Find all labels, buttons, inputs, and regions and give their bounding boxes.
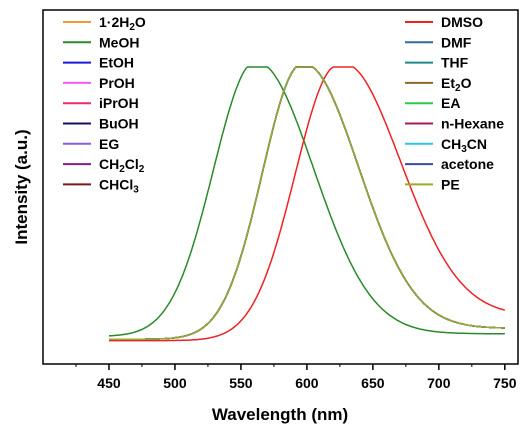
legend-label-12: Et2O [441,75,472,94]
x-tick-label-3: 600 [295,375,319,391]
legend-label-6: EG [99,136,119,152]
x-axis-ticks: 450 500 550 600 650 700 750 [75,364,517,391]
legend-label-9: DMSO [441,14,483,30]
series-line-9 [109,66,506,342]
legend-label-13: EA [441,95,460,111]
series-curves [108,66,506,342]
x-tick-label-4: 650 [361,375,385,391]
legend-label-15: CH3CN [441,136,487,155]
x-tick-label-6: 750 [493,375,517,391]
legend-label-1: MeOH [99,34,139,50]
x-tick-label-1: 500 [163,375,187,391]
legend-label-14: n-Hexane [441,116,504,132]
legend-label-0: 1·2H2O [99,14,146,33]
x-tick-label-5: 700 [427,375,451,391]
legend-label-3: PrOH [99,75,135,91]
x-axis-title: Wavelength (nm) [212,405,348,424]
legend-label-17: PE [441,176,460,192]
x-tick-label-0: 450 [97,375,121,391]
legend-label-2: EtOH [99,55,134,71]
plot-frame [42,9,519,365]
legend-label-5: BuOH [99,116,139,132]
legend-label-8: CHCl3 [99,176,139,195]
legend-label-7: CH2Cl2 [99,156,145,175]
legend-label-10: DMF [441,34,472,50]
legend-label-4: iPrOH [99,95,139,111]
legend-label-16: acetone [441,156,494,172]
x-tick-label-2: 550 [229,375,253,391]
series-line-17 [109,66,505,340]
series-line-1 [108,66,505,337]
y-axis-title: Intensity (a.u.) [12,129,31,244]
legend-label-11: THF [441,55,469,71]
